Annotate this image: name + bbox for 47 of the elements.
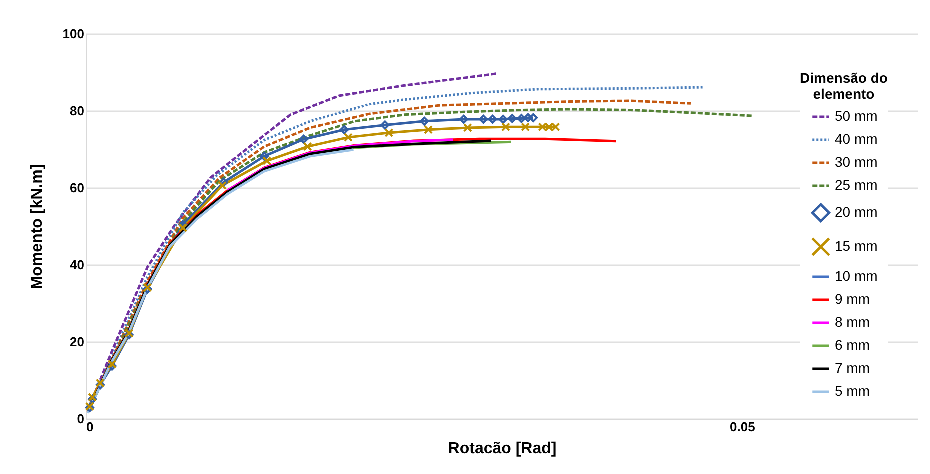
point bbox=[459, 114, 468, 124]
y-tick-label: 40 bbox=[70, 258, 84, 272]
legend-label: 7 mm bbox=[835, 360, 870, 376]
x-tick-label: 0.05 bbox=[730, 420, 756, 434]
legend-label: 9 mm bbox=[835, 291, 870, 307]
x-axis-title: Rotacão [Rad] bbox=[448, 440, 557, 458]
point bbox=[299, 134, 308, 144]
point bbox=[517, 114, 526, 124]
y-tick-label: 60 bbox=[70, 180, 84, 196]
point bbox=[108, 360, 117, 369]
point bbox=[479, 114, 488, 124]
legend-label: 30 mm bbox=[835, 154, 878, 170]
point bbox=[262, 156, 272, 166]
legend-label: 15 mm bbox=[835, 238, 878, 254]
point bbox=[384, 128, 394, 138]
point bbox=[88, 392, 98, 402]
legend-label: 8 mm bbox=[835, 314, 870, 330]
point bbox=[340, 125, 350, 134]
y-tick-label: 80 bbox=[70, 104, 84, 118]
legend-label: 40 mm bbox=[835, 131, 878, 147]
legend-label: 20 mm bbox=[835, 204, 878, 220]
point bbox=[219, 178, 228, 188]
point bbox=[303, 142, 312, 152]
legend-label: 25 mm bbox=[835, 177, 878, 193]
point bbox=[96, 378, 105, 388]
legend-title: Dimensão do elemento bbox=[800, 70, 888, 102]
point bbox=[380, 120, 390, 130]
legend-label: 10 mm bbox=[835, 268, 878, 284]
legend-label: 5 mm bbox=[835, 383, 870, 399]
point bbox=[424, 125, 434, 134]
point bbox=[501, 122, 510, 132]
legend-label: 50 mm bbox=[835, 108, 878, 124]
point bbox=[178, 224, 188, 233]
point bbox=[420, 116, 430, 126]
point bbox=[488, 114, 498, 124]
point bbox=[260, 152, 270, 161]
y-tick-label: 100 bbox=[62, 26, 84, 42]
point bbox=[218, 181, 228, 190]
legend-label: 6 mm bbox=[835, 337, 870, 353]
point bbox=[344, 133, 353, 142]
point bbox=[521, 122, 530, 132]
point bbox=[508, 114, 518, 124]
point bbox=[178, 220, 188, 230]
y-axis-title: Momento [kN.m] bbox=[28, 164, 46, 290]
point bbox=[498, 114, 508, 124]
point bbox=[463, 123, 472, 132]
y-tick-label: 20 bbox=[70, 334, 84, 350]
